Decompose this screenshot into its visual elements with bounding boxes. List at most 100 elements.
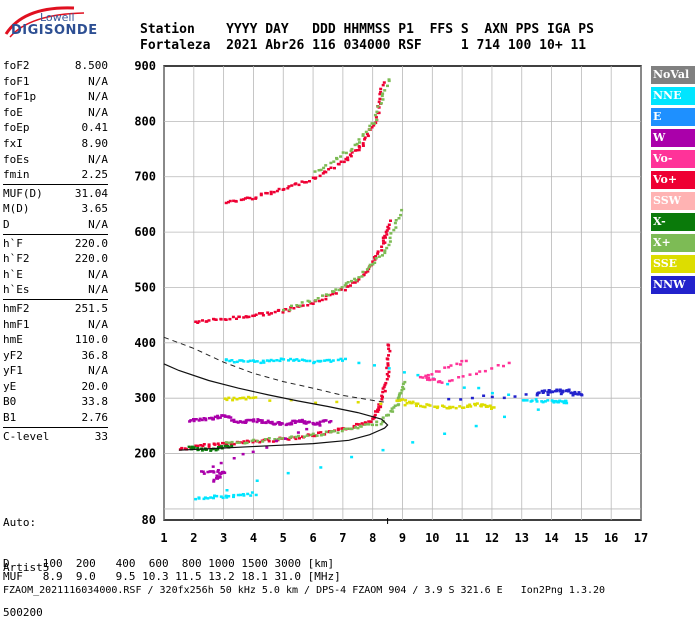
- echo-mark: [246, 418, 250, 422]
- echo-mark: [251, 450, 255, 454]
- echo-mark: [370, 126, 374, 129]
- echo-mark: [401, 382, 405, 386]
- echo-mark: [356, 426, 360, 430]
- echo-mark: [357, 361, 361, 365]
- echo-mark: [386, 362, 390, 365]
- echo-mark: [227, 200, 230, 204]
- echo-mark: [577, 391, 581, 394]
- echo-mark: [366, 134, 370, 138]
- echo-mark: [369, 420, 373, 424]
- echo-mark: [558, 388, 562, 391]
- echo-mark: [387, 243, 391, 247]
- echo-mark: [346, 156, 350, 159]
- echo-mark: [280, 422, 284, 425]
- echo-mark: [248, 196, 252, 200]
- echo-mark: [304, 422, 308, 425]
- echo-mark: [250, 439, 254, 443]
- echo-mark: [389, 219, 392, 222]
- echo-mark: [377, 255, 381, 258]
- param-row: foEp 0.41: [3, 120, 108, 136]
- param-row: h`F2 220.0: [3, 251, 108, 267]
- echo-mark: [371, 260, 375, 263]
- param-value: 0.41: [81, 121, 109, 135]
- echo-mark: [483, 403, 487, 407]
- echo-mark: [209, 470, 213, 473]
- echo-mark: [250, 197, 254, 201]
- echo-mark: [360, 422, 364, 425]
- echo-mark: [242, 494, 246, 497]
- echo-mark: [284, 437, 287, 440]
- echo-mark: [218, 476, 222, 479]
- echo-mark: [343, 288, 347, 292]
- param-value: N/A: [88, 283, 108, 297]
- echo-mark: [320, 298, 324, 302]
- echo-mark: [225, 398, 229, 402]
- echo-mark: [355, 422, 358, 426]
- echo-mark: [327, 168, 331, 171]
- param-row: foF1p N/A: [3, 89, 108, 105]
- legend-item-e: E: [651, 108, 695, 126]
- echo-mark: [296, 420, 300, 423]
- echo-mark: [227, 416, 231, 419]
- echo-mark: [381, 236, 385, 239]
- param-row: fmin 2.25: [3, 167, 108, 183]
- legend: NoVal NNE E W Vo- Vo+ SSW X- X+ SSE NNW: [651, 66, 695, 297]
- echo-mark: [275, 189, 279, 193]
- echo-mark: [300, 418, 304, 422]
- echo-mark: [350, 427, 354, 431]
- echo-mark: [368, 263, 372, 267]
- param-label: MUF(D): [3, 186, 43, 200]
- ionogram-chart: 1 2 3 4 5 6 7 8 9 10 11 12 13 14 15 16 17802003004005006…: [134, 59, 648, 545]
- echo-mark: [399, 213, 403, 217]
- echo-mark: [448, 379, 452, 383]
- echo-mark: [421, 405, 425, 408]
- echo-mark: [311, 432, 315, 436]
- echo-mark: [303, 181, 307, 184]
- param-value: 31.04: [74, 186, 108, 200]
- param-label: hmE: [3, 333, 23, 347]
- param-value: N/A: [88, 74, 108, 88]
- echo-mark: [221, 496, 225, 500]
- echo-mark: [278, 437, 282, 440]
- echo-mark: [272, 422, 276, 426]
- param-row: h`Es N/A: [3, 282, 108, 298]
- echo-mark: [389, 232, 393, 235]
- echo-mark: [290, 304, 293, 308]
- echo-mark: [223, 397, 227, 400]
- echo-mark: [381, 239, 385, 242]
- echo-mark: [300, 301, 304, 304]
- echo-mark: [235, 398, 239, 401]
- echo-mark: [373, 113, 377, 117]
- echo-mark: [313, 360, 317, 364]
- echo-mark: [488, 404, 492, 407]
- echo-mark: [298, 437, 301, 440]
- echo-mark: [300, 358, 304, 361]
- echo-mark: [478, 370, 482, 373]
- param-row: M(D) 3.65: [3, 201, 108, 217]
- echo-mark: [348, 153, 352, 156]
- echo-mark: [449, 364, 453, 367]
- echo-mark: [232, 361, 236, 364]
- echo-mark: [236, 421, 240, 424]
- echo-mark: [275, 439, 278, 443]
- echo-mark: [284, 308, 288, 311]
- echo-mark: [507, 361, 511, 365]
- echo-mark: [483, 369, 487, 373]
- echo-mark: [286, 422, 290, 426]
- echo-mark: [261, 359, 265, 363]
- param-label: h`F: [3, 236, 23, 250]
- echo-mark: [230, 440, 234, 444]
- param-row: yF1 N/A: [3, 363, 108, 379]
- echo-mark: [228, 199, 232, 203]
- echo-mark: [401, 398, 405, 401]
- x-tick-label: 3: [220, 531, 227, 545]
- param-value: 2.25: [81, 168, 109, 182]
- echo-mark: [423, 405, 427, 409]
- param-label: hmF1: [3, 317, 30, 331]
- echo-mark: [385, 357, 389, 360]
- y-tick-label: 300: [134, 391, 156, 405]
- param-row: yE 20.0: [3, 379, 108, 395]
- echo-mark: [357, 276, 361, 279]
- echo-mark: [216, 416, 220, 420]
- echo-mark: [383, 249, 387, 252]
